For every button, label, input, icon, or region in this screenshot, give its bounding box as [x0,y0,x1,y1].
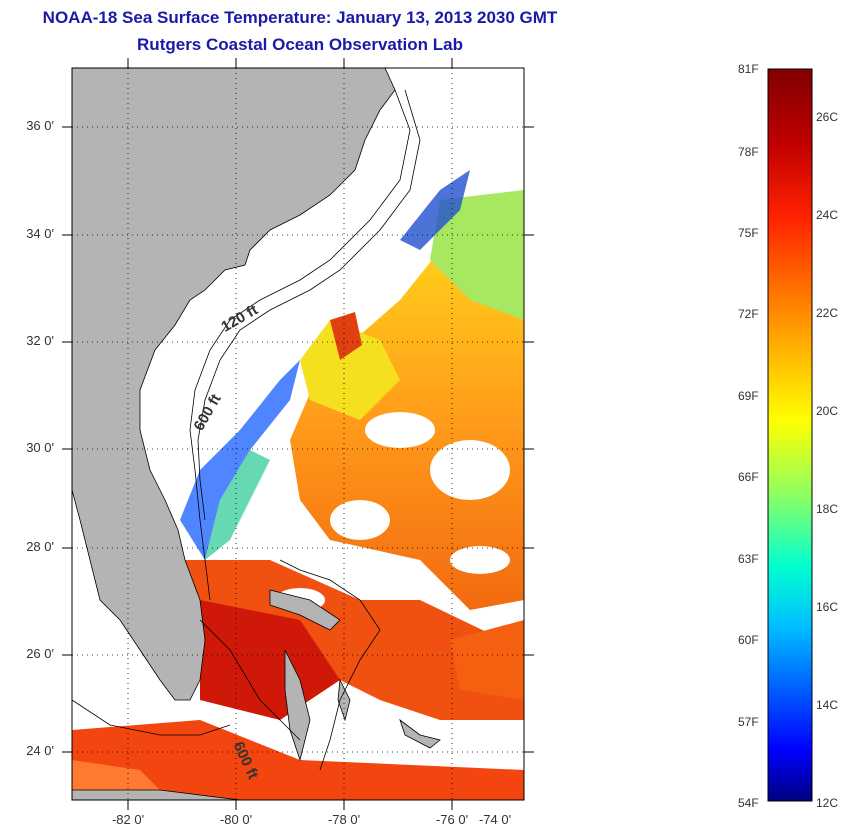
florida-keys [72,699,231,736]
cb-c-14: 14C [816,698,839,712]
cb-f-78: 78F [738,145,759,159]
lat-label-26: 26 0' [26,646,54,661]
lat-label-28: 28 0' [26,539,54,554]
lon-label-74: -74 0' [478,812,512,827]
cb-c-22: 22C [816,306,839,320]
colorbar [767,68,813,802]
cb-f-57: 57F [738,715,759,729]
cb-f-69: 69F [738,389,759,403]
cb-c-24: 24C [816,208,839,222]
map-frame [71,67,525,801]
cb-c-26: 26C [816,110,839,124]
cb-c-20: 20C [816,404,839,418]
cb-f-60: 60F [738,633,759,647]
lon-label-76: -76 0' [435,812,469,827]
cb-f-75: 75F [738,226,759,240]
cold-coastal-band [180,170,470,560]
graticule [72,68,524,800]
bathymetry-contours [189,89,421,771]
cb-c-18: 18C [816,502,839,516]
lat-label-24: 24 0' [26,743,54,758]
chart-subtitle: Rutgers Coastal Ocean Observation Lab [137,35,463,54]
lat-label-36: 36 0' [26,118,54,133]
cb-f-63: 63F [738,552,759,566]
lon-label-82: -82 0' [111,812,145,827]
bahamas-islands [269,589,441,762]
cb-c-16: 16C [816,600,839,614]
lon-label-80: -80 0' [219,812,253,827]
cb-f-66: 66F [738,470,759,484]
lat-label-32: 32 0' [26,333,54,348]
chart-title: NOAA-18 Sea Surface Temperature: January… [42,8,558,27]
map-ticks [62,58,534,810]
map-area [72,68,524,800]
lon-label-78: -78 0' [327,812,361,827]
cb-c-12: 12C [816,796,839,810]
lat-label-34: 34 0' [26,226,54,241]
lat-label-30: 30 0' [26,440,54,455]
cb-f-81: 81F [738,62,759,76]
land-mass [72,68,396,701]
cb-f-54: 54F [738,796,759,810]
cuba-coast [72,789,241,800]
cb-f-72: 72F [738,307,759,321]
